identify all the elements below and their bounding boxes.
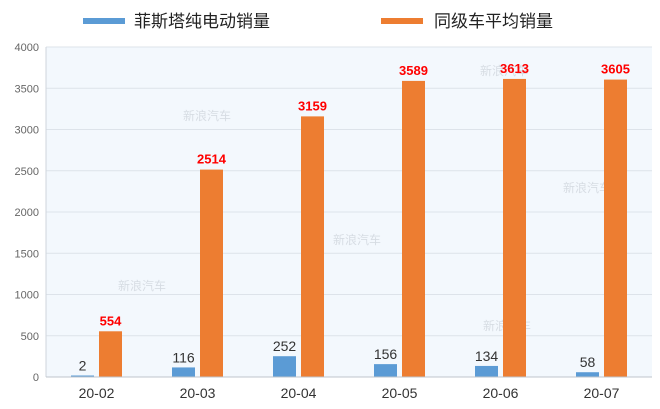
watermark: 新浪汽车 xyxy=(183,108,231,123)
bar-fiesta-20-04 xyxy=(273,356,296,377)
y-tick-label: 1000 xyxy=(15,290,39,302)
data-label-average: 3613 xyxy=(500,61,529,76)
data-label-average: 3605 xyxy=(601,62,630,77)
watermark: 新浪汽车 xyxy=(118,278,166,293)
bar-average-20-06 xyxy=(503,78,526,378)
bar-fiesta-20-05 xyxy=(374,364,397,377)
data-label-fiesta: 58 xyxy=(580,354,596,370)
bar-average-20-02 xyxy=(99,331,122,377)
data-label-average: 3159 xyxy=(298,98,327,113)
x-tick-label: 20-04 xyxy=(281,385,317,401)
y-tick-label: 2000 xyxy=(15,207,39,219)
y-tick-label: 3500 xyxy=(15,83,39,95)
legend-swatch-average xyxy=(381,18,423,24)
y-tick-label: 2500 xyxy=(15,166,39,178)
data-label-average: 554 xyxy=(100,313,122,328)
data-label-fiesta: 252 xyxy=(273,338,297,354)
y-tick-label: 500 xyxy=(21,331,39,343)
data-labels: 2 554 116 2514 252 3159 156 3589 134 3613 58 3605 xyxy=(79,61,630,374)
data-label-fiesta: 134 xyxy=(475,348,499,364)
y-axis: 0 500 1000 1500 2000 2500 3000 3500 4000 xyxy=(15,42,47,384)
bar-average-20-04 xyxy=(301,116,324,377)
legend-swatch-fiesta xyxy=(83,18,125,24)
data-label-average: 2514 xyxy=(197,152,227,167)
y-tick-label: 3000 xyxy=(15,125,39,137)
bar-fiesta-20-06 xyxy=(475,365,498,377)
data-label-average: 3589 xyxy=(399,63,428,78)
data-label-fiesta: 116 xyxy=(172,349,195,365)
y-tick-label: 4000 xyxy=(15,42,39,54)
watermark: 新浪汽车 xyxy=(480,63,528,78)
x-tick-label: 20-03 xyxy=(180,385,216,401)
legend: 菲斯塔纯电动销量 同级车平均销量 xyxy=(83,12,553,32)
bar-average-20-03 xyxy=(200,169,223,377)
y-tick-label: 1500 xyxy=(15,248,39,260)
x-axis: 20-02 20-03 20-04 20-05 20-06 20-07 xyxy=(46,376,652,401)
bar-average-20-05 xyxy=(402,80,425,377)
watermark: 新浪汽车 xyxy=(563,180,611,195)
x-tick-label: 20-06 xyxy=(483,385,519,401)
gridlines xyxy=(46,46,652,337)
bar-fiesta-20-02 xyxy=(71,375,94,377)
bar-fiesta-20-07 xyxy=(576,372,599,377)
x-tick-label: 20-07 xyxy=(584,385,620,401)
y-tick-label: 0 xyxy=(33,372,39,384)
legend-label-fiesta: 菲斯塔纯电动销量 xyxy=(134,12,270,32)
watermark: 新浪汽车 xyxy=(333,232,381,247)
bar-fiesta-20-03 xyxy=(172,367,195,377)
bars xyxy=(71,78,627,378)
data-label-fiesta: 2 xyxy=(79,358,87,374)
x-tick-label: 20-05 xyxy=(382,385,418,401)
legend-label-average: 同级车平均销量 xyxy=(434,12,553,32)
data-label-fiesta: 156 xyxy=(374,346,398,362)
bar-average-20-07 xyxy=(604,79,627,378)
x-tick-label: 20-02 xyxy=(79,385,115,401)
